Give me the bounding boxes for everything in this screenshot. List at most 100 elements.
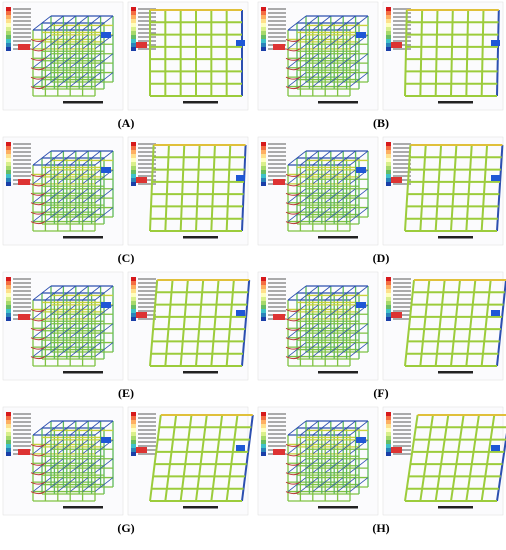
legend-swatch bbox=[386, 11, 391, 15]
legend-swatch bbox=[261, 293, 266, 297]
legend-swatch bbox=[6, 424, 11, 428]
load-arrows bbox=[30, 183, 46, 187]
legend-swatch bbox=[386, 19, 391, 23]
load-arrows bbox=[30, 443, 46, 447]
legend-text bbox=[393, 290, 411, 292]
legend-swatch bbox=[261, 174, 266, 178]
load-arrows bbox=[285, 86, 301, 90]
frame-tie bbox=[82, 323, 101, 339]
legend-swatch bbox=[261, 309, 266, 313]
legend-text bbox=[393, 318, 411, 320]
legend-text bbox=[13, 413, 31, 415]
legend-text bbox=[393, 425, 411, 427]
legend-swatch bbox=[386, 416, 391, 420]
legend-text bbox=[13, 175, 31, 177]
legend-swatch bbox=[131, 436, 136, 440]
frame-tie bbox=[300, 439, 319, 455]
legend-swatch bbox=[6, 428, 11, 432]
frame-tie bbox=[300, 420, 319, 436]
frame-tie bbox=[300, 188, 319, 204]
frame-3d-view bbox=[2, 406, 124, 516]
frame-tie bbox=[82, 458, 101, 474]
load-arrows bbox=[285, 462, 301, 466]
frame-tie bbox=[94, 72, 114, 87]
support-tag bbox=[356, 32, 366, 38]
frame-tie bbox=[69, 342, 89, 357]
legend-text bbox=[13, 302, 31, 304]
frame-tie bbox=[32, 304, 52, 320]
frame-tie bbox=[94, 477, 114, 492]
legend-text bbox=[13, 417, 31, 419]
support-tag bbox=[491, 310, 500, 316]
legend-swatch bbox=[131, 424, 136, 428]
legend-swatch bbox=[131, 309, 136, 313]
frame-tie bbox=[337, 34, 356, 50]
legend-swatch bbox=[131, 174, 136, 178]
legend-text bbox=[393, 163, 411, 165]
legend-text bbox=[138, 298, 156, 300]
legend-text bbox=[268, 155, 286, 157]
legend-text bbox=[13, 290, 31, 292]
frame-tie bbox=[82, 169, 101, 185]
load-tag bbox=[136, 312, 147, 318]
legend-swatch bbox=[6, 7, 11, 11]
grid-column bbox=[241, 144, 247, 232]
frame-tie bbox=[337, 477, 356, 492]
legend-text bbox=[268, 32, 286, 34]
legend-swatch bbox=[261, 285, 266, 289]
legend-swatch bbox=[131, 412, 136, 416]
legend-swatch bbox=[131, 7, 136, 11]
legend-text bbox=[268, 413, 286, 415]
panel: (H) bbox=[257, 406, 506, 535]
load-arrows bbox=[30, 462, 46, 466]
frame-tie bbox=[69, 150, 89, 166]
grid-column bbox=[496, 279, 506, 367]
legend-text bbox=[138, 24, 156, 26]
grid-column bbox=[465, 279, 477, 367]
load-arrows bbox=[285, 221, 301, 225]
legend-text bbox=[138, 183, 156, 185]
legend-text bbox=[268, 28, 286, 30]
frame-tie bbox=[337, 458, 356, 474]
panel: (C) bbox=[2, 136, 249, 265]
grid-column bbox=[404, 279, 415, 367]
legend-text bbox=[268, 425, 286, 427]
legend-swatch bbox=[131, 27, 136, 31]
legend-text bbox=[138, 421, 156, 423]
legend-text bbox=[138, 36, 156, 38]
scale-bar bbox=[318, 101, 358, 104]
legend-swatch bbox=[261, 301, 266, 305]
legend-swatch bbox=[131, 142, 136, 146]
legend-swatch bbox=[6, 154, 11, 158]
legend-text bbox=[13, 32, 31, 34]
legend-text bbox=[268, 12, 286, 14]
frame-tie bbox=[94, 342, 114, 357]
frame-tie bbox=[69, 477, 89, 492]
legend-swatch bbox=[261, 440, 266, 444]
load-tag bbox=[18, 314, 30, 320]
legend-text bbox=[268, 310, 286, 312]
legend-text bbox=[268, 441, 286, 443]
legend-text bbox=[268, 421, 286, 423]
frame-tie bbox=[45, 420, 64, 436]
frame-tie bbox=[45, 323, 64, 339]
frame-tie bbox=[300, 285, 319, 301]
legend-text bbox=[138, 151, 156, 153]
frame-tie bbox=[45, 285, 64, 301]
grid-column bbox=[496, 9, 500, 97]
legend-swatch bbox=[131, 444, 136, 448]
legend-swatch bbox=[131, 154, 136, 158]
legend-swatch bbox=[6, 182, 11, 186]
legend-swatch bbox=[6, 309, 11, 313]
legend-text bbox=[393, 183, 411, 185]
legend-text bbox=[268, 20, 286, 22]
grid-column bbox=[179, 279, 189, 367]
frame-tie bbox=[349, 150, 369, 166]
frame-tie bbox=[57, 188, 77, 204]
legend-swatch bbox=[6, 23, 11, 27]
legend-text bbox=[393, 286, 411, 288]
load-arrows bbox=[30, 86, 46, 90]
load-arrows bbox=[30, 481, 46, 485]
frame-tie bbox=[69, 207, 89, 222]
scale-bar bbox=[318, 506, 358, 509]
